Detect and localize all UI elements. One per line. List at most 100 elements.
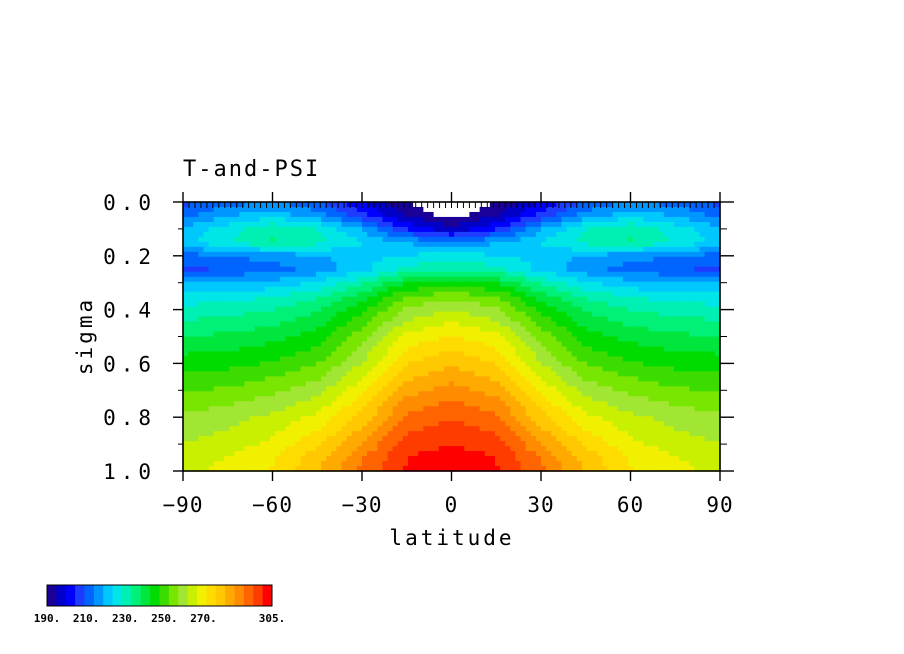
heatmap-cell <box>408 371 414 377</box>
heatmap-cell <box>561 356 568 363</box>
heatmap-cell <box>433 261 440 268</box>
heatmap-cell <box>269 206 276 213</box>
heatmap-cell <box>566 306 573 313</box>
heatmap-cell <box>653 266 660 273</box>
heatmap-cell <box>668 411 675 417</box>
heatmap-cell <box>372 231 378 238</box>
heatmap-cell <box>315 366 322 372</box>
heatmap-cell <box>372 381 378 387</box>
heatmap-cell <box>223 256 230 263</box>
heatmap-cell <box>668 351 675 358</box>
heatmap-cell <box>438 226 445 233</box>
heatmap-cell <box>423 301 430 308</box>
heatmap-cell <box>346 241 353 248</box>
heatmap-cell <box>438 431 445 437</box>
heatmap-cell <box>622 261 629 268</box>
heatmap-cell <box>510 426 517 432</box>
heatmap-cell <box>254 421 261 427</box>
heatmap-cell <box>188 396 194 402</box>
heatmap-cell <box>546 221 552 228</box>
heatmap-cell <box>315 391 322 397</box>
heatmap-cell <box>648 331 655 338</box>
heatmap-cell <box>387 411 394 417</box>
heatmap-cell <box>505 341 511 348</box>
heatmap-cell <box>714 336 721 343</box>
heatmap-cell <box>469 211 476 218</box>
heatmap-cell <box>684 211 690 218</box>
heatmap-cell <box>315 261 322 268</box>
heatmap-cell <box>448 226 455 233</box>
heatmap-cell <box>668 241 675 248</box>
heatmap-cell <box>305 361 312 367</box>
heatmap-cell <box>433 336 440 343</box>
heatmap-cell <box>315 221 322 228</box>
heatmap-cell <box>275 366 281 372</box>
heatmap-cell <box>622 326 629 333</box>
heatmap-cell <box>280 226 286 233</box>
heatmap-cell <box>566 431 573 437</box>
heatmap-cell <box>402 236 409 243</box>
heatmap-cell <box>362 206 368 213</box>
heatmap-cell <box>704 251 711 258</box>
heatmap-cell <box>612 246 619 253</box>
heatmap-cell <box>234 266 240 273</box>
heatmap-cell <box>418 401 424 407</box>
heatmap-cell <box>587 241 593 248</box>
heatmap-cell <box>315 361 322 367</box>
heatmap-cell <box>223 386 230 392</box>
heatmap-cell <box>367 326 373 333</box>
heatmap-cell <box>622 356 629 363</box>
heatmap-cell <box>213 202 220 208</box>
heatmap-cell <box>183 311 189 318</box>
heatmap-cell <box>310 306 317 313</box>
heatmap-cell <box>459 241 465 248</box>
heatmap-cell <box>535 202 542 208</box>
heatmap-cell <box>448 311 455 318</box>
heatmap-cell <box>607 411 614 417</box>
heatmap-cell <box>679 366 685 372</box>
heatmap-cell <box>535 301 542 308</box>
heatmap-cell <box>300 281 307 288</box>
heatmap-cell <box>229 281 235 288</box>
heatmap-cell <box>546 261 552 268</box>
heatmap-cell <box>474 241 481 248</box>
heatmap-cell <box>607 206 614 213</box>
heatmap-cell <box>367 271 373 278</box>
heatmap-cell <box>673 261 680 268</box>
heatmap-cell <box>392 436 399 442</box>
heatmap-cell <box>229 391 235 397</box>
heatmap-cell <box>244 366 251 372</box>
heatmap-cell <box>259 321 266 328</box>
heatmap-cell <box>689 381 696 387</box>
heatmap-cell <box>689 376 696 382</box>
heatmap-cell <box>259 421 266 427</box>
heatmap-cell <box>673 381 680 387</box>
heatmap-cell <box>438 436 445 442</box>
heatmap-cell <box>566 281 573 288</box>
heatmap-cell <box>351 296 358 303</box>
heatmap-cell <box>694 251 701 258</box>
heatmap-cell <box>218 276 225 283</box>
heatmap-cell <box>602 351 609 358</box>
heatmap-cell <box>617 231 624 238</box>
heatmap-cell <box>428 336 435 343</box>
heatmap-cell <box>658 206 665 213</box>
heatmap-cell <box>448 281 455 288</box>
heatmap-cell <box>290 416 297 422</box>
heatmap-cell <box>346 251 353 258</box>
heatmap-cell <box>264 206 271 213</box>
heatmap-cell <box>704 406 711 412</box>
heatmap-cell <box>341 286 348 293</box>
heatmap-cell <box>571 356 578 363</box>
heatmap-cell <box>541 316 547 323</box>
heatmap-cell <box>479 331 486 338</box>
heatmap-cell <box>571 431 578 437</box>
heatmap-cell <box>479 336 486 343</box>
heatmap-cell <box>627 411 634 417</box>
heatmap-cell <box>617 386 624 392</box>
heatmap-cell <box>617 396 624 402</box>
heatmap-cell <box>535 431 542 437</box>
heatmap-cell <box>433 386 440 392</box>
heatmap-cell <box>377 236 384 243</box>
heatmap-cell <box>229 206 235 213</box>
